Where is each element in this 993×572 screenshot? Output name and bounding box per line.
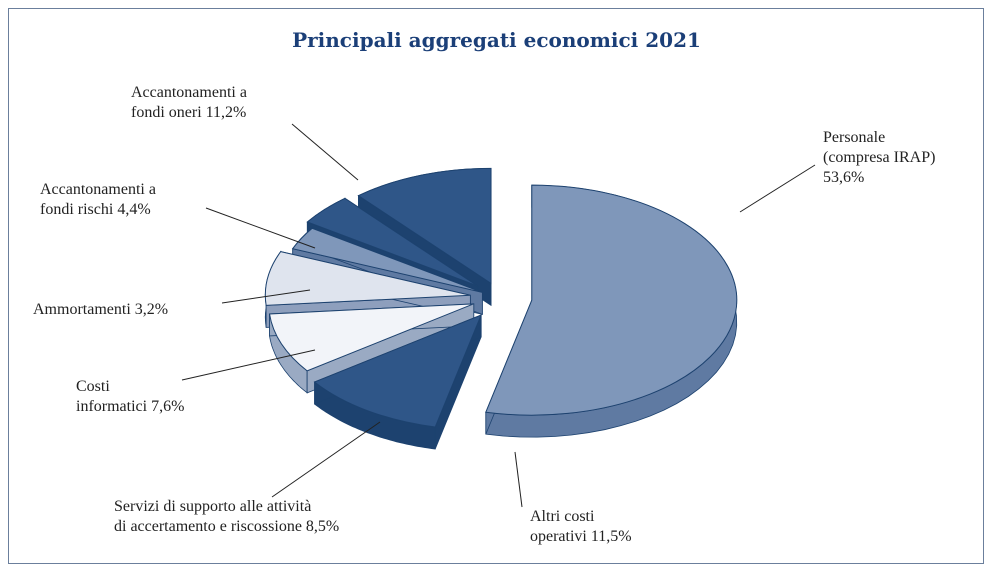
pie-slice-0 — [485, 184, 738, 416]
pie-slice-4 — [291, 227, 483, 293]
pie-slice-5 — [306, 197, 478, 287]
leader-line-5 — [205, 207, 316, 249]
pie-slice-3 — [264, 251, 471, 306]
pie-slice-2 — [268, 303, 474, 372]
label-personale: Personale (compresa IRAP) 53,6% — [823, 129, 936, 186]
pie-slice-1 — [313, 314, 483, 428]
label-altri-costi-operativi: Altri costi operativi 11,5% — [530, 508, 632, 545]
label-fondi-rischi: Accantonamenti a fondi rischi 4,4% — [40, 181, 156, 218]
pie-slice-6 — [357, 167, 492, 285]
leader-line-3 — [181, 349, 316, 381]
leader-line-0 — [739, 164, 816, 213]
label-ammortamenti: Ammortamenti 3,2% — [33, 301, 169, 318]
leader-line-1 — [514, 451, 523, 508]
label-fondi-oneri: Accantonamenti a fondi oneri 11,2% — [131, 84, 247, 121]
leader-line-2 — [271, 421, 381, 498]
leader-line-4 — [221, 289, 311, 304]
leader-lines — [181, 123, 816, 508]
pie-slices — [264, 167, 738, 450]
chart-frame — [8, 8, 984, 564]
leader-line-6 — [291, 123, 359, 181]
chart-title: Principali aggregati economici 2021 — [292, 28, 701, 52]
label-costi-informatici: Costi informatici 7,6% — [76, 378, 185, 415]
label-servizi-supporto: Servizi di supporto alle attività di acc… — [114, 498, 340, 535]
